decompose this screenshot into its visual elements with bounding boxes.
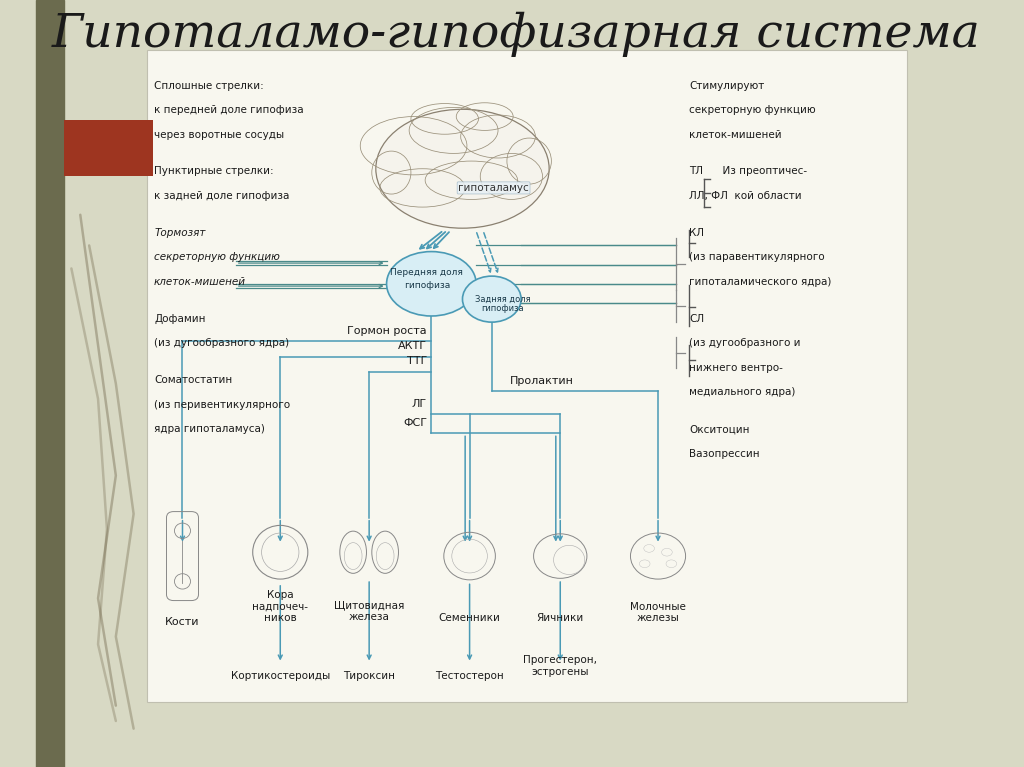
Text: гипофиза: гипофиза — [403, 281, 451, 290]
Text: через воротные сосуды: через воротные сосуды — [154, 130, 285, 140]
Text: ЛГ: ЛГ — [412, 399, 427, 409]
Text: ТЛ      Из преоптичес-: ТЛ Из преоптичес- — [689, 166, 807, 176]
Text: секреторную функцию: секреторную функцию — [689, 105, 816, 115]
Ellipse shape — [387, 252, 476, 316]
Text: Тестостерон: Тестостерон — [435, 671, 504, 681]
Polygon shape — [65, 120, 125, 176]
Text: к задней доле гипофиза: к задней доле гипофиза — [154, 191, 290, 201]
Text: нижнего вентро-: нижнего вентро- — [689, 363, 783, 373]
Text: (из дугообразного ядра): (из дугообразного ядра) — [154, 338, 289, 348]
Text: гипофиза: гипофиза — [481, 304, 524, 314]
Text: Сплошные стрелки:: Сплошные стрелки: — [154, 81, 264, 91]
Text: Яичники: Яичники — [537, 614, 584, 624]
Text: Окситоцин: Окситоцин — [689, 424, 750, 434]
Text: медиального ядра): медиального ядра) — [689, 387, 796, 397]
Text: КЛ: КЛ — [689, 228, 705, 238]
Text: гипоталамического ядра): гипоталамического ядра) — [689, 277, 831, 287]
FancyBboxPatch shape — [65, 120, 154, 176]
Text: (из дугообразного и: (из дугообразного и — [689, 338, 801, 348]
Text: Гипоталамо-гипофизарная система: Гипоталамо-гипофизарная система — [51, 12, 980, 58]
Text: СЛ: СЛ — [689, 314, 705, 324]
Text: (из паравентикулярного: (из паравентикулярного — [689, 252, 824, 262]
Text: клеток-мишеней: клеток-мишеней — [154, 277, 246, 287]
Text: Пролактин: Пролактин — [510, 376, 573, 386]
Bar — [146, 50, 907, 702]
Text: Тормозят: Тормозят — [154, 228, 206, 238]
Text: гипоталамус: гипоталамус — [458, 183, 529, 193]
Text: Молочные
железы: Молочные железы — [630, 601, 686, 624]
Text: клеток-мишеней: клеток-мишеней — [689, 130, 781, 140]
Text: к передней доле гипофиза: к передней доле гипофиза — [154, 105, 304, 115]
Text: Кортикостероиды: Кортикостероиды — [230, 671, 330, 681]
Text: Соматостатин: Соматостатин — [154, 375, 232, 385]
Bar — [36, 0, 65, 767]
Text: Прогестерон,
эстрогены: Прогестерон, эстрогены — [523, 655, 597, 677]
Text: Кости: Кости — [165, 617, 200, 627]
Text: Дофамин: Дофамин — [154, 314, 206, 324]
Text: Щитовидная
железа: Щитовидная железа — [334, 600, 404, 622]
Ellipse shape — [463, 276, 521, 322]
Text: Тироксин: Тироксин — [343, 671, 395, 681]
Text: Вазопрессин: Вазопрессин — [689, 449, 760, 459]
Text: АКТГ: АКТГ — [398, 341, 427, 351]
Text: Гормон роста: Гормон роста — [347, 326, 427, 336]
Text: Пунктирные стрелки:: Пунктирные стрелки: — [154, 166, 273, 176]
Text: ЛЛ, ФЛ  кой области: ЛЛ, ФЛ кой области — [689, 191, 802, 201]
Text: секреторную функцию: секреторную функцию — [154, 252, 280, 262]
Text: (из перивентикулярного: (из перивентикулярного — [154, 400, 290, 410]
Text: ТТГ: ТТГ — [407, 357, 427, 367]
Ellipse shape — [376, 110, 549, 229]
Text: Задняя доля: Задняя доля — [475, 295, 530, 304]
Text: Кора
надпочеч-
ников: Кора надпочеч- ников — [252, 590, 308, 624]
Text: Семенники: Семенники — [438, 614, 501, 624]
Text: Передняя доля: Передняя доля — [390, 268, 464, 277]
Text: ФСГ: ФСГ — [402, 418, 427, 428]
Text: ядра гипоталамуса): ядра гипоталамуса) — [154, 424, 265, 434]
Text: Стимулируют: Стимулируют — [689, 81, 764, 91]
